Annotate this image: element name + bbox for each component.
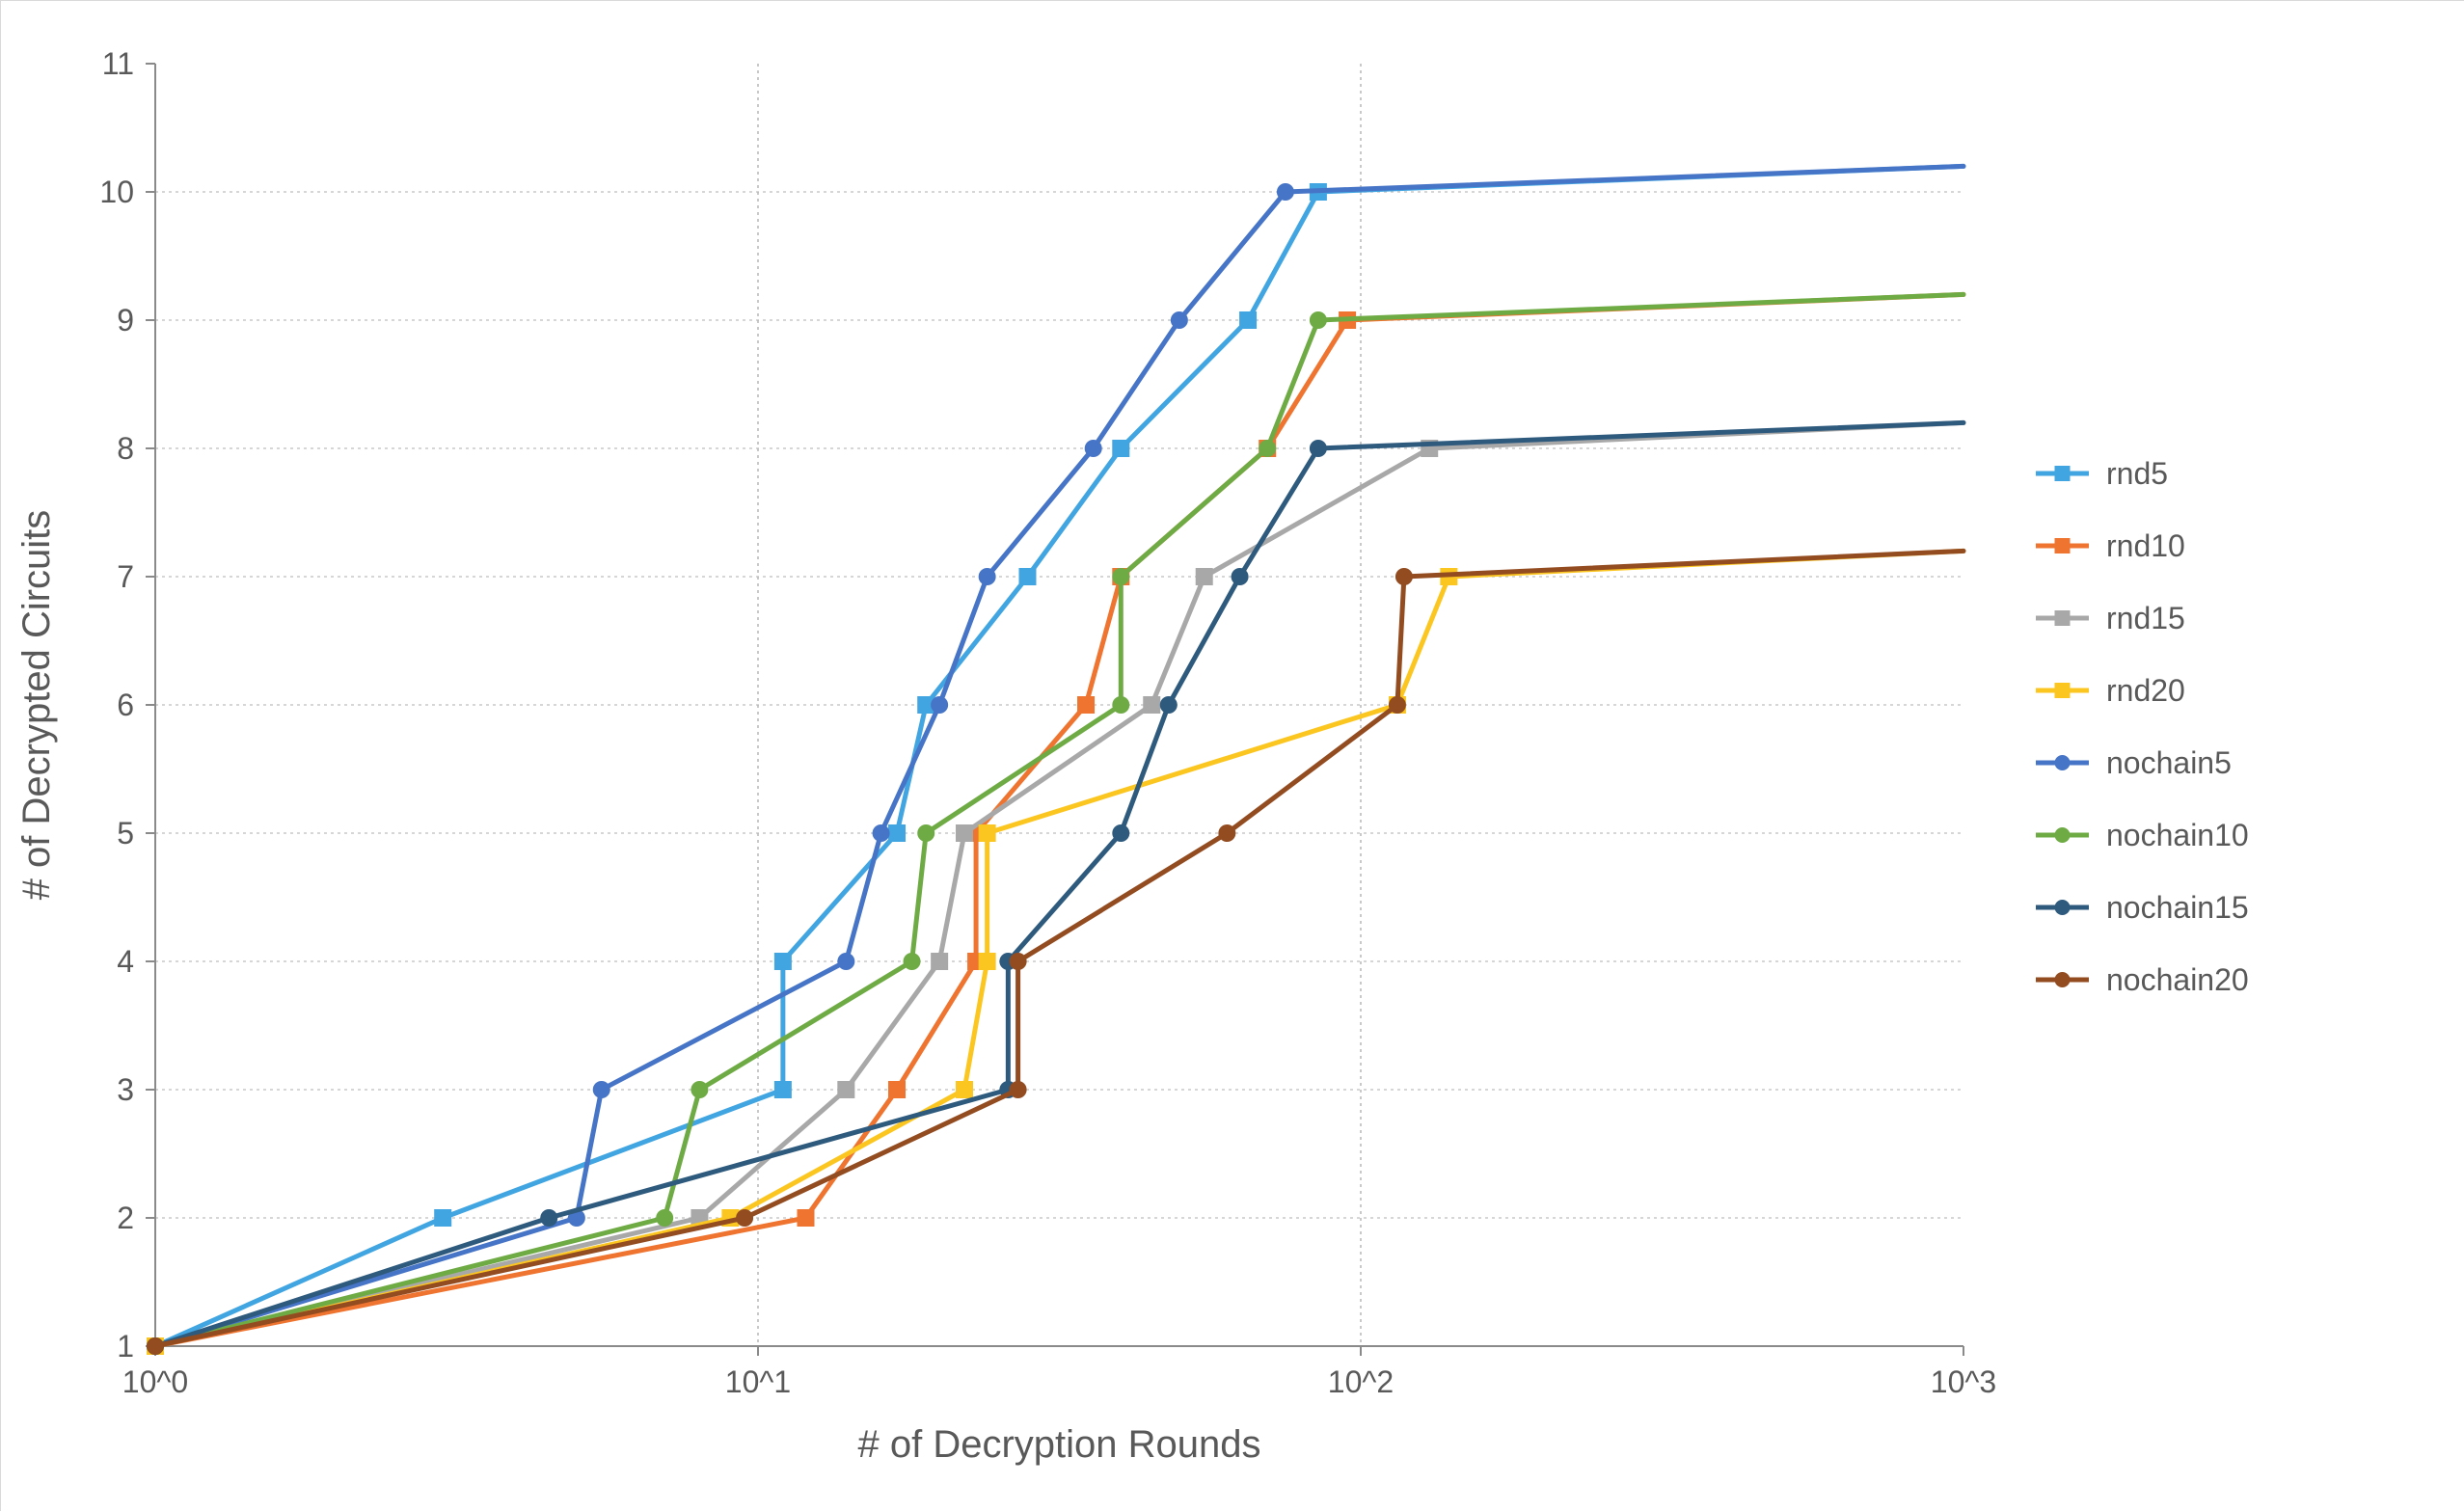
- marker-rnd5: [1239, 311, 1257, 329]
- marker-nochain20: [1010, 1081, 1027, 1098]
- y-tick-label: 10: [99, 175, 134, 209]
- marker-rnd10: [1077, 696, 1095, 714]
- marker-nochain10: [1112, 568, 1129, 585]
- marker-nochain5: [1277, 183, 1294, 201]
- marker-rnd5: [1112, 440, 1129, 457]
- y-tick-label: 2: [117, 1201, 134, 1235]
- marker-rnd5: [774, 1081, 792, 1098]
- legend-marker-nochain10: [2055, 827, 2071, 843]
- marker-nochain15: [540, 1209, 557, 1227]
- y-tick-label: 5: [117, 816, 134, 850]
- marker-rnd10: [888, 1081, 906, 1098]
- marker-nochain15: [1232, 568, 1249, 585]
- marker-rnd15: [956, 824, 973, 842]
- legend-label-rnd10: rnd10: [2106, 528, 2185, 563]
- marker-nochain10: [1112, 696, 1129, 714]
- marker-nochain20: [1218, 824, 1235, 842]
- marker-rnd5: [434, 1209, 451, 1227]
- marker-nochain5: [931, 696, 948, 714]
- x-tick-label: 10^0: [122, 1364, 188, 1399]
- marker-nochain20: [1010, 953, 1027, 970]
- legend-label-rnd15: rnd15: [2106, 601, 2185, 635]
- marker-rnd5: [1018, 568, 1036, 585]
- marker-nochain20: [1389, 696, 1406, 714]
- line-chart: 1 2 3 4 5 6 7 8 9 10 11 10^0 10^1 10^2 10^3 # of Decryp…: [1, 1, 2464, 1512]
- x-tick-label: 10^2: [1328, 1364, 1394, 1399]
- marker-nochain20: [147, 1337, 164, 1355]
- marker-rnd5: [774, 953, 792, 970]
- legend-label-nochain10: nochain10: [2106, 818, 2249, 852]
- marker-nochain5: [593, 1081, 610, 1098]
- marker-nochain10: [1259, 440, 1276, 457]
- legend-label-rnd5: rnd5: [2106, 456, 2168, 491]
- marker-nochain20: [1395, 568, 1413, 585]
- legend-marker-nochain5: [2055, 755, 2071, 770]
- marker-rnd15: [931, 953, 948, 970]
- marker-nochain5: [979, 568, 996, 585]
- legend-marker-rnd20: [2055, 683, 2071, 698]
- marker-nochain5: [1171, 311, 1188, 329]
- marker-rnd20: [979, 824, 996, 842]
- y-tick-label: 3: [117, 1072, 134, 1107]
- marker-nochain5: [837, 953, 854, 970]
- legend-marker-rnd15: [2055, 610, 2071, 626]
- marker-nochain20: [736, 1209, 753, 1227]
- marker-rnd5: [888, 824, 906, 842]
- y-tick-label: 6: [117, 688, 134, 722]
- marker-rnd15: [1196, 568, 1213, 585]
- legend-label-rnd20: rnd20: [2106, 673, 2185, 708]
- legend-marker-rnd5: [2055, 466, 2071, 481]
- marker-nochain10: [690, 1081, 708, 1098]
- legend-marker-nochain15: [2055, 900, 2071, 915]
- y-tick-label: 11: [102, 46, 134, 81]
- legend-label-nochain15: nochain15: [2106, 890, 2249, 925]
- y-tick-label: 7: [117, 559, 134, 594]
- marker-nochain10: [904, 953, 921, 970]
- marker-nochain10: [917, 824, 934, 842]
- marker-nochain5: [873, 824, 890, 842]
- marker-rnd15: [837, 1081, 854, 1098]
- marker-rnd15: [1143, 696, 1160, 714]
- x-axis-title: # of Decryption Rounds: [857, 1423, 1260, 1466]
- x-tick-label: 10^1: [725, 1364, 791, 1399]
- marker-rnd10: [797, 1209, 814, 1227]
- marker-nochain15: [1112, 824, 1129, 842]
- legend-label-nochain5: nochain5: [2106, 745, 2232, 780]
- legend-label-nochain20: nochain20: [2106, 962, 2249, 997]
- legend-marker-nochain20: [2055, 972, 2071, 987]
- marker-nochain5: [1085, 440, 1102, 457]
- y-tick-label: 4: [117, 944, 134, 979]
- marker-rnd20: [979, 953, 996, 970]
- marker-nochain10: [1310, 311, 1327, 329]
- y-tick-label: 9: [117, 303, 134, 338]
- y-tick-label: 8: [117, 431, 134, 466]
- y-axis-title: # of Decrypted Circuits: [15, 510, 58, 901]
- x-tick-label: 10^3: [1931, 1364, 1996, 1399]
- marker-nochain15: [1310, 440, 1327, 457]
- chart-container: 1 2 3 4 5 6 7 8 9 10 11 10^0 10^1 10^2 10^3 # of Decryp…: [0, 0, 2464, 1511]
- marker-nochain10: [656, 1209, 673, 1227]
- legend-marker-rnd10: [2055, 538, 2071, 554]
- marker-rnd20: [956, 1081, 973, 1098]
- y-tick-label: 1: [117, 1329, 134, 1364]
- marker-nochain15: [1160, 696, 1178, 714]
